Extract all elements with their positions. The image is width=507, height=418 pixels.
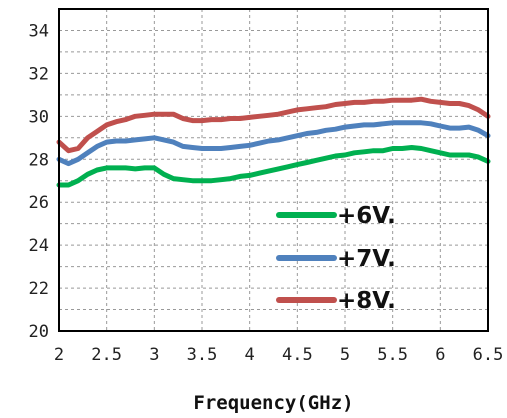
y-tick-label: 34 <box>29 21 49 41</box>
y-tick-label: 20 <box>29 322 49 342</box>
x-tick-label: 2 <box>54 345 64 365</box>
legend-label-2: +7V. <box>337 246 396 272</box>
y-tick-label: 24 <box>29 236 49 256</box>
y-tick-label: 28 <box>29 150 49 170</box>
series-line-2 <box>56 120 491 167</box>
x-axis-label: Frequency(GHz) <box>193 392 353 414</box>
plot-frame <box>58 8 489 332</box>
legend: +6V. +7V. +8V. <box>276 203 396 314</box>
x-tick-label: 5 <box>340 345 350 365</box>
legend-label-3: +8V. <box>337 288 396 314</box>
x-tick-label: 3 <box>149 345 159 365</box>
legend-label-1: +6V. <box>337 203 396 229</box>
y-tick-label: 30 <box>29 107 49 127</box>
x-axis-ticks: 2 2.5 3 3.5 4 4.5 5 5.5 6 6.5 <box>54 345 503 365</box>
x-tick-label: 6.5 <box>473 345 504 365</box>
y-tick-label: 22 <box>29 279 49 299</box>
x-tick-label: 2.5 <box>91 345 122 365</box>
series-line-3 <box>56 96 491 154</box>
y-axis-ticks: 20 22 24 26 28 30 32 34 <box>29 21 49 342</box>
x-tick-label: 3.5 <box>187 345 218 365</box>
series-line-1 <box>56 145 491 188</box>
x-tick-label: 4 <box>245 345 255 365</box>
x-tick-label: 4.5 <box>282 345 313 365</box>
series-lines <box>56 96 491 188</box>
x-tick-label: 5.5 <box>377 345 408 365</box>
y-tick-label: 32 <box>29 64 49 84</box>
y-tick-label: 26 <box>29 193 49 213</box>
x-tick-label: 6 <box>435 345 445 365</box>
